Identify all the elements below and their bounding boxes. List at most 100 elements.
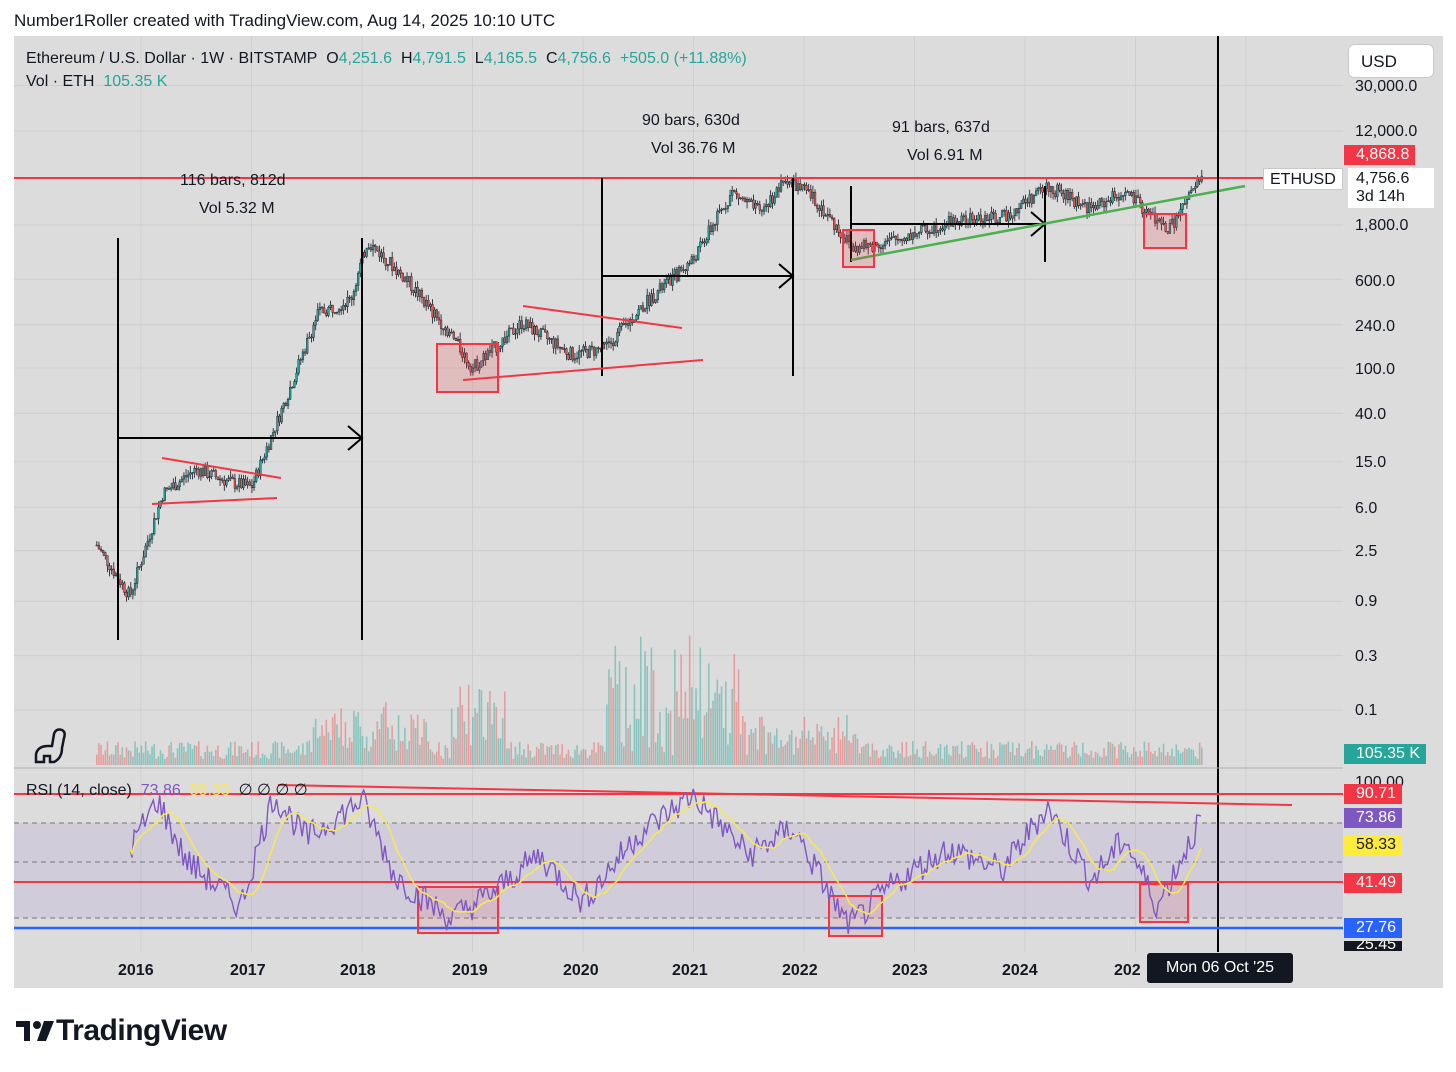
volume-bar — [300, 754, 302, 765]
volume-bar — [875, 750, 878, 765]
candle-body — [142, 556, 145, 565]
volume-bar — [378, 729, 381, 765]
volume-bar — [198, 741, 200, 765]
candle-body — [1064, 190, 1067, 200]
volume-bar — [489, 691, 491, 765]
volume-bar — [491, 724, 493, 765]
volume-bar — [416, 714, 419, 765]
volume-bar — [708, 663, 710, 765]
price-candles — [95, 169, 1203, 602]
volume-bar — [450, 708, 453, 765]
price-tick: 600.0 — [1355, 273, 1396, 290]
volume-bar — [130, 751, 132, 765]
rsi-legend[interactable]: RSI (14, close) 73.86 58.33 ∅ ∅ ∅ ∅ — [26, 780, 308, 800]
candle-body — [777, 187, 781, 192]
candle-body — [371, 244, 375, 251]
last-price-tag: 4,756.6 3d 14h — [1348, 168, 1434, 208]
candle-body — [255, 469, 258, 482]
volume-bar — [404, 727, 406, 765]
volume-bar — [108, 755, 111, 765]
brand-name: TradingView — [56, 1014, 227, 1047]
volume-bar — [614, 645, 617, 765]
volume-bar — [234, 741, 236, 765]
volume-bar — [1184, 748, 1186, 765]
volume-bar — [676, 691, 678, 765]
symbol-tag[interactable]: ETHUSD — [1263, 168, 1343, 190]
candle-body — [673, 269, 676, 275]
volume-bar — [750, 729, 753, 765]
volume-bar — [283, 746, 285, 765]
candle-body — [1194, 186, 1197, 189]
volume-bar — [582, 748, 585, 765]
candle-body — [216, 476, 220, 481]
volume-bar — [1177, 750, 1180, 765]
candle-body — [461, 351, 464, 358]
volume-bar — [323, 735, 325, 765]
candle-body — [1181, 203, 1184, 210]
volume-bar — [988, 758, 991, 765]
candle-body — [901, 238, 904, 242]
candle-body — [877, 244, 880, 248]
candle-body — [1130, 192, 1133, 196]
volume-bar — [217, 745, 219, 765]
candle-body — [231, 476, 234, 479]
candle-body — [289, 386, 292, 400]
volume-legend[interactable]: Vol · ETH 105.35 K — [26, 73, 167, 91]
candle-body — [1068, 192, 1072, 201]
volume-bar — [472, 717, 474, 765]
volume-bar — [886, 748, 889, 765]
volume-bar — [601, 746, 604, 765]
volume-bar — [1092, 757, 1095, 765]
volume-bar — [733, 653, 736, 765]
candle-body — [807, 189, 810, 191]
volume-bar — [225, 754, 228, 765]
volume-bar — [110, 753, 113, 765]
volume-bar — [236, 756, 238, 765]
volume-bar — [931, 754, 933, 765]
volume-bar — [518, 741, 521, 765]
volume-bar — [1041, 756, 1044, 765]
tradingview-logo[interactable]: TradingView — [16, 1014, 227, 1048]
candle-body — [454, 338, 458, 341]
volume-bar — [856, 738, 859, 765]
candle-body — [367, 247, 370, 250]
volume-bar — [1043, 749, 1046, 765]
candle-body — [284, 403, 288, 406]
candle-body — [340, 309, 343, 311]
volume-bar — [994, 758, 997, 765]
candle-body — [95, 544, 98, 547]
volume-bar — [1141, 756, 1144, 765]
candle-body — [735, 191, 738, 195]
volume-bar — [640, 636, 642, 765]
volume-bar — [914, 753, 916, 765]
volume-bar — [410, 714, 413, 765]
price-tick: 1,800.0 — [1355, 217, 1409, 234]
volume-bar — [414, 727, 417, 765]
volume-bar — [935, 753, 937, 765]
symbol-legend[interactable]: Ethereum / U.S. Dollar · 1W · BITSTAMP O… — [26, 50, 747, 68]
candle-body — [365, 248, 368, 257]
candle-body — [733, 189, 736, 192]
candle-body — [1075, 196, 1078, 207]
candle-body — [1079, 204, 1082, 207]
volume-bar — [310, 752, 313, 765]
candle-body — [465, 352, 468, 363]
candle-body — [699, 241, 702, 248]
candle-body — [225, 480, 228, 486]
volume-bar — [693, 719, 695, 765]
candle-body — [582, 346, 585, 352]
volume-bar — [202, 758, 204, 765]
volume-bar — [1018, 743, 1020, 765]
candle-body — [429, 304, 432, 307]
currency-button[interactable]: USD — [1348, 44, 1434, 78]
candle-body — [743, 197, 747, 203]
volume-bar — [448, 758, 451, 765]
candle-body — [378, 250, 381, 258]
volume-bar — [278, 757, 281, 765]
candle-body — [888, 237, 891, 241]
candle-body — [102, 550, 105, 553]
volume-bar — [550, 745, 553, 765]
candle-body — [208, 476, 211, 479]
volume-bar — [1126, 752, 1129, 765]
